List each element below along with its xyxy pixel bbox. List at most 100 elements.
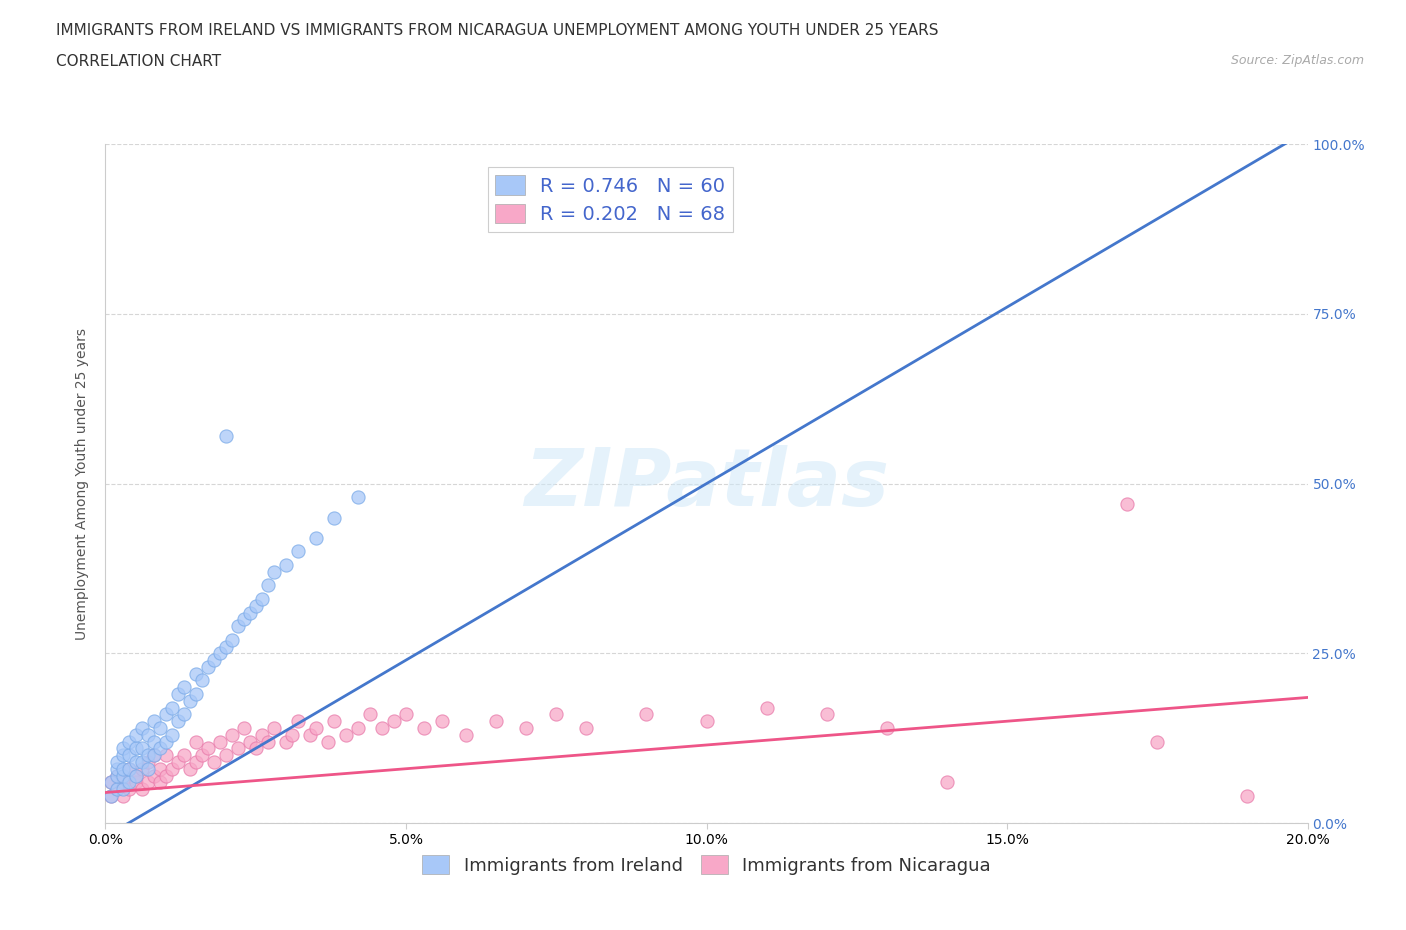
Point bbox=[112, 741, 135, 756]
Point bbox=[160, 727, 183, 742]
Point bbox=[184, 734, 207, 749]
Point bbox=[148, 741, 170, 756]
Point bbox=[214, 429, 236, 444]
Point bbox=[274, 558, 297, 573]
Point bbox=[281, 727, 304, 742]
Point bbox=[112, 762, 135, 777]
Point bbox=[131, 762, 153, 777]
Point bbox=[298, 727, 321, 742]
Point bbox=[155, 748, 177, 763]
Point bbox=[124, 775, 146, 790]
Point bbox=[454, 727, 477, 742]
Point bbox=[124, 768, 146, 783]
Point bbox=[696, 714, 718, 729]
Point bbox=[100, 789, 122, 804]
Point bbox=[142, 768, 165, 783]
Point bbox=[184, 686, 207, 701]
Point bbox=[936, 775, 959, 790]
Point bbox=[166, 686, 188, 701]
Point bbox=[124, 727, 146, 742]
Point bbox=[197, 741, 219, 756]
Point bbox=[335, 727, 357, 742]
Point bbox=[160, 762, 183, 777]
Point bbox=[100, 775, 122, 790]
Point bbox=[155, 768, 177, 783]
Point bbox=[118, 775, 141, 790]
Point bbox=[136, 727, 159, 742]
Point bbox=[142, 714, 165, 729]
Point bbox=[226, 741, 249, 756]
Point bbox=[250, 727, 273, 742]
Point bbox=[226, 618, 249, 633]
Point bbox=[118, 748, 141, 763]
Point bbox=[485, 714, 508, 729]
Point bbox=[124, 754, 146, 769]
Point bbox=[148, 775, 170, 790]
Legend: Immigrants from Ireland, Immigrants from Nicaragua: Immigrants from Ireland, Immigrants from… bbox=[415, 848, 998, 882]
Point bbox=[202, 653, 225, 668]
Point bbox=[208, 646, 231, 661]
Point bbox=[245, 741, 267, 756]
Point bbox=[575, 721, 598, 736]
Point bbox=[173, 707, 195, 722]
Point bbox=[322, 714, 344, 729]
Point bbox=[316, 734, 339, 749]
Point bbox=[148, 762, 170, 777]
Point bbox=[131, 741, 153, 756]
Point bbox=[166, 714, 188, 729]
Point bbox=[876, 721, 898, 736]
Point bbox=[166, 754, 188, 769]
Point bbox=[148, 721, 170, 736]
Point bbox=[263, 565, 285, 579]
Point bbox=[287, 714, 309, 729]
Point bbox=[815, 707, 838, 722]
Point bbox=[179, 762, 201, 777]
Point bbox=[430, 714, 453, 729]
Point bbox=[208, 734, 231, 749]
Point bbox=[124, 741, 146, 756]
Point bbox=[197, 659, 219, 674]
Point bbox=[250, 591, 273, 606]
Point bbox=[221, 632, 243, 647]
Point bbox=[515, 721, 537, 736]
Point bbox=[214, 639, 236, 654]
Point bbox=[256, 734, 278, 749]
Point bbox=[131, 754, 153, 769]
Point bbox=[107, 754, 129, 769]
Point bbox=[100, 775, 122, 790]
Point bbox=[112, 781, 135, 796]
Point bbox=[107, 768, 129, 783]
Point bbox=[202, 754, 225, 769]
Point bbox=[232, 721, 254, 736]
Point bbox=[1146, 734, 1168, 749]
Point bbox=[413, 721, 436, 736]
Point bbox=[232, 612, 254, 627]
Point bbox=[190, 673, 212, 688]
Point bbox=[124, 768, 146, 783]
Point bbox=[173, 748, 195, 763]
Y-axis label: Unemployment Among Youth under 25 years: Unemployment Among Youth under 25 years bbox=[76, 327, 90, 640]
Point bbox=[755, 700, 778, 715]
Point bbox=[359, 707, 381, 722]
Point bbox=[112, 775, 135, 790]
Point bbox=[239, 734, 262, 749]
Point bbox=[395, 707, 418, 722]
Point bbox=[1116, 497, 1139, 512]
Point bbox=[214, 748, 236, 763]
Point bbox=[184, 666, 207, 681]
Point bbox=[179, 694, 201, 709]
Point bbox=[256, 578, 278, 593]
Point bbox=[107, 762, 129, 777]
Point bbox=[112, 748, 135, 763]
Point bbox=[382, 714, 405, 729]
Point bbox=[263, 721, 285, 736]
Point bbox=[347, 490, 370, 505]
Point bbox=[155, 707, 177, 722]
Text: Source: ZipAtlas.com: Source: ZipAtlas.com bbox=[1230, 54, 1364, 67]
Point bbox=[245, 598, 267, 613]
Point bbox=[371, 721, 394, 736]
Point bbox=[112, 768, 135, 783]
Text: IMMIGRANTS FROM IRELAND VS IMMIGRANTS FROM NICARAGUA UNEMPLOYMENT AMONG YOUTH UN: IMMIGRANTS FROM IRELAND VS IMMIGRANTS FR… bbox=[56, 23, 939, 38]
Point bbox=[546, 707, 568, 722]
Point bbox=[184, 754, 207, 769]
